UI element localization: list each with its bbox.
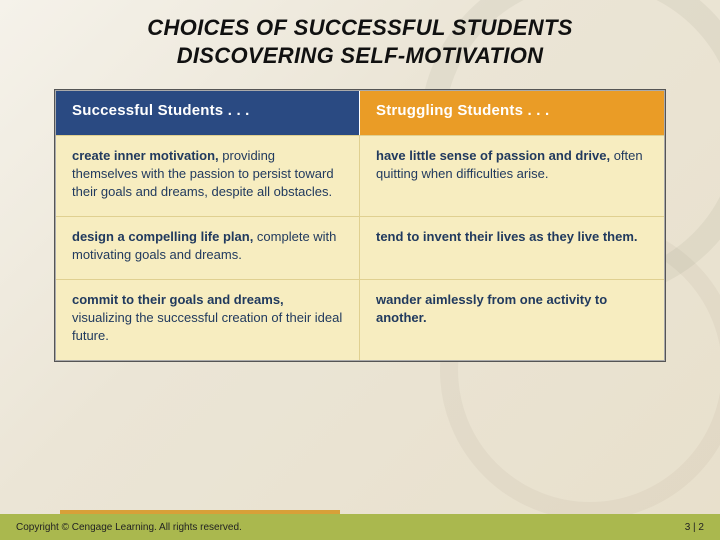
title-block: CHOICES OF SUCCESSFUL STUDENTS DISCOVERI… <box>0 0 720 77</box>
row-right: wander aimlessly from one activity to an… <box>360 280 664 360</box>
header-right: Struggling Students . . . <box>360 91 664 135</box>
row-left: create inner motivation, providing thems… <box>56 136 360 216</box>
row-right: tend to invent their lives as they live … <box>360 217 664 279</box>
copyright-text: Copyright © Cengage Learning. All rights… <box>16 522 242 533</box>
page-number: 3 | 2 <box>685 522 704 533</box>
table-row: commit to their goals and dreams, visual… <box>56 279 664 360</box>
row-left-lead: design a compelling life plan, <box>72 229 253 244</box>
row-left-lead: commit to their goals and dreams, <box>72 292 284 307</box>
slide: CHOICES OF SUCCESSFUL STUDENTS DISCOVERI… <box>0 0 720 540</box>
header-right-text: Struggling Students . . . <box>376 102 549 119</box>
table-row: create inner motivation, providing thems… <box>56 135 664 216</box>
row-left-lead: create inner motivation, <box>72 148 219 163</box>
header-left-text: Successful Students . . . <box>72 102 250 119</box>
title-line-2: DISCOVERING SELF-MOTIVATION <box>20 42 700 70</box>
title-line-1: CHOICES OF SUCCESSFUL STUDENTS <box>20 14 700 42</box>
row-left: design a compelling life plan, complete … <box>56 217 360 279</box>
row-right: have little sense of passion and drive, … <box>360 136 664 216</box>
row-right-lead: wander aimlessly from one activity to an… <box>376 292 607 325</box>
table-header-row: Successful Students . . . Struggling Stu… <box>56 91 664 135</box>
row-right-lead: have little sense of passion and drive, <box>376 148 610 163</box>
comparison-table: Successful Students . . . Struggling Stu… <box>54 89 666 362</box>
row-right-lead: tend to invent their lives as they live … <box>376 229 638 244</box>
row-left-rest: visualizing the successful creation of t… <box>72 310 342 343</box>
footer: Copyright © Cengage Learning. All rights… <box>0 514 720 540</box>
header-left: Successful Students . . . <box>56 91 360 135</box>
table-row: design a compelling life plan, complete … <box>56 216 664 279</box>
row-left: commit to their goals and dreams, visual… <box>56 280 360 360</box>
